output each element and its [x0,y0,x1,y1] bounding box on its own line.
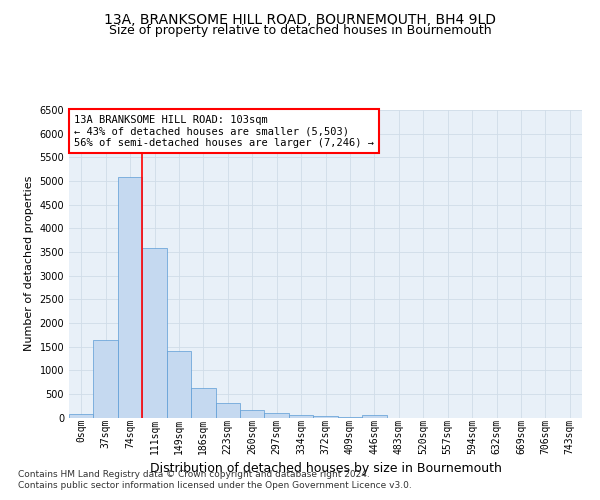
Text: 13A, BRANKSOME HILL ROAD, BOURNEMOUTH, BH4 9LD: 13A, BRANKSOME HILL ROAD, BOURNEMOUTH, B… [104,12,496,26]
Bar [94,340,118,417]
Bar [142,248,167,418]
Bar [167,351,191,418]
Bar [191,388,215,418]
Bar [118,177,142,418]
Text: Contains public sector information licensed under the Open Government Licence v3: Contains public sector information licen… [18,481,412,490]
Bar [265,413,289,418]
Bar [338,417,362,418]
Y-axis label: Number of detached properties: Number of detached properties [24,176,34,352]
Bar [240,410,265,418]
X-axis label: Distribution of detached houses by size in Bournemouth: Distribution of detached houses by size … [149,462,502,475]
Text: Size of property relative to detached houses in Bournemouth: Size of property relative to detached ho… [109,24,491,37]
Bar [69,414,94,418]
Bar [289,414,313,418]
Bar [215,403,240,417]
Text: 13A BRANKSOME HILL ROAD: 103sqm
← 43% of detached houses are smaller (5,503)
56%: 13A BRANKSOME HILL ROAD: 103sqm ← 43% of… [74,114,374,148]
Text: Contains HM Land Registry data © Crown copyright and database right 2024.: Contains HM Land Registry data © Crown c… [18,470,370,479]
Bar [362,414,386,418]
Bar [313,416,338,418]
